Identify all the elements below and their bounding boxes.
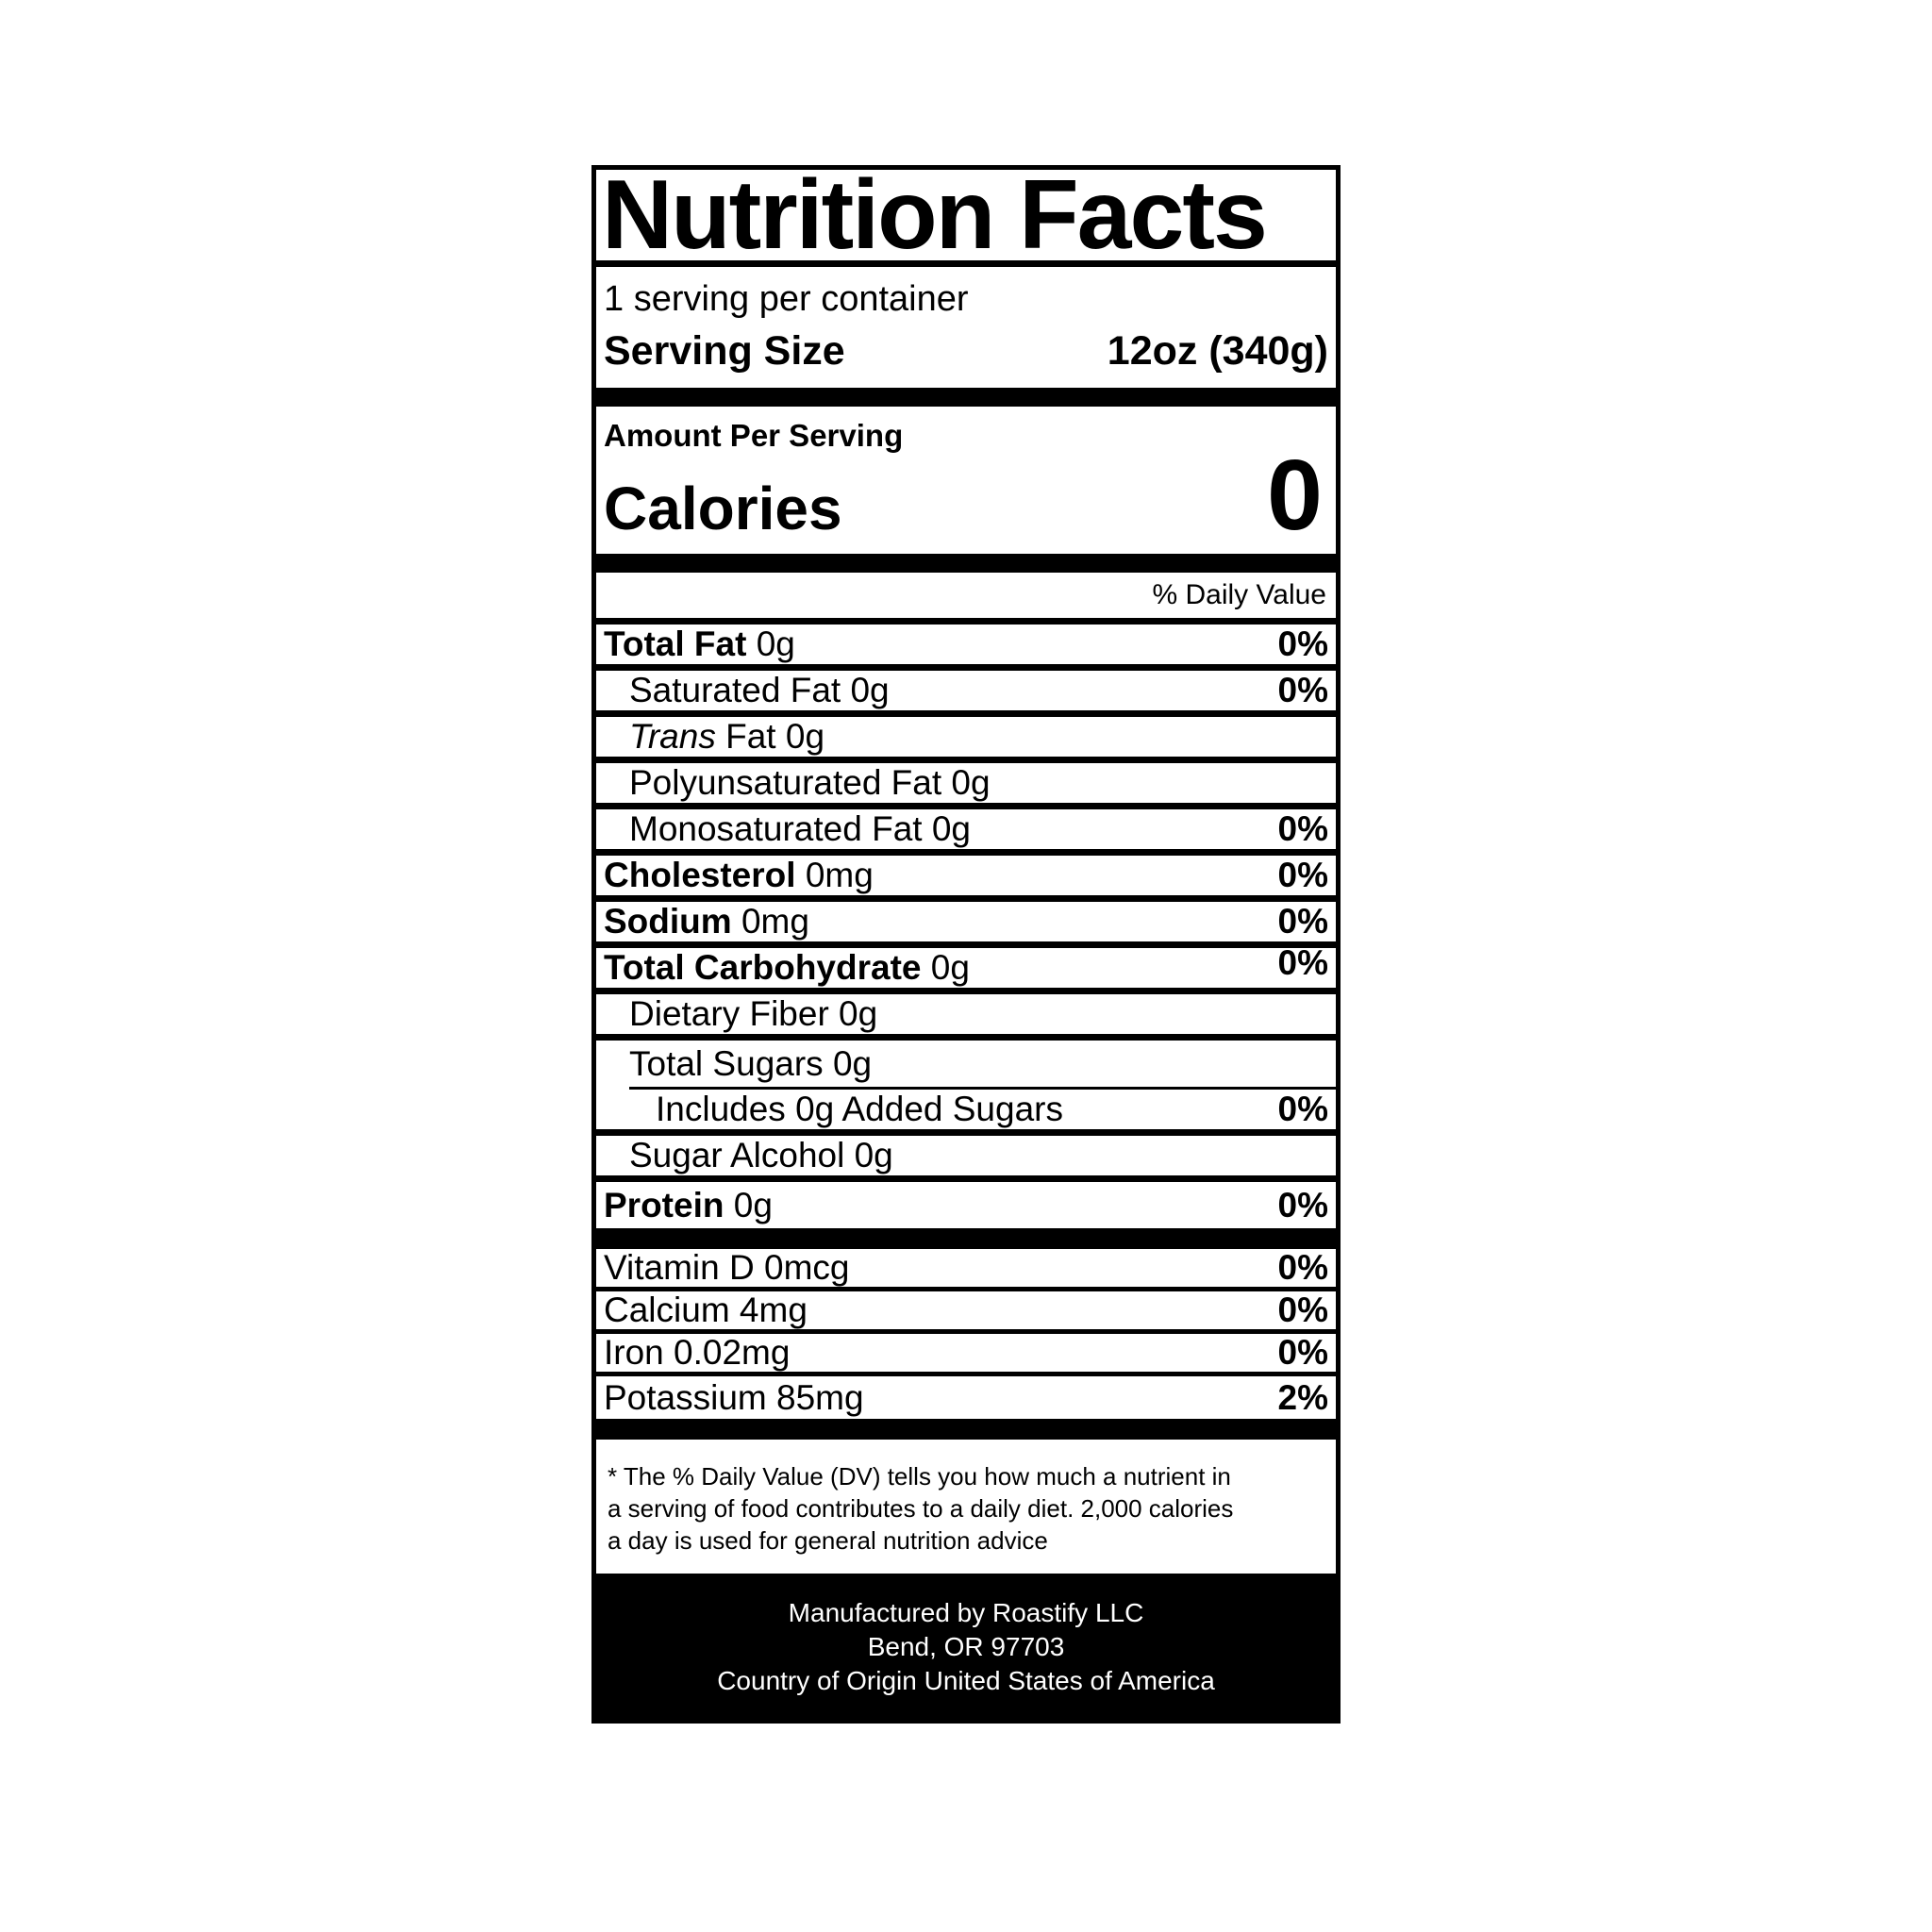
- nutrient-row: Protein 0g 0%: [596, 1182, 1336, 1228]
- label-title: Nutrition Facts: [602, 170, 1268, 267]
- serving-size-label: Serving Size: [604, 328, 845, 374]
- divider-bar: [596, 388, 1336, 407]
- serving-size-row: Serving Size 12oz (340g): [604, 324, 1328, 378]
- serving-size-value: 12oz (340g): [1107, 328, 1328, 374]
- footer-line: Country of Origin United States of Ameri…: [717, 1666, 1215, 1695]
- nutrient-row: Dietary Fiber 0g: [596, 994, 1336, 1041]
- nutrient-row: Sugar Alcohol 0g: [596, 1136, 1336, 1182]
- nutrient-name: Monosaturated Fat 0g: [629, 809, 971, 848]
- footer-line: Manufactured by Roastify LLC: [788, 1598, 1144, 1627]
- nutrient-daily-value: 0%: [1277, 625, 1328, 663]
- calories-row: Calories 0: [604, 440, 1328, 551]
- nutrient-name: Total Fat 0g: [604, 625, 795, 663]
- calories-value: 0: [1267, 440, 1323, 551]
- nutrient-row: Total Carbohydrate 0g 0%: [596, 943, 1336, 994]
- nutrient-daily-value: 0%: [1277, 943, 1328, 982]
- nutrient-daily-value: 0%: [1277, 1248, 1328, 1287]
- nutrient-row: Total Sugars 0g: [596, 1041, 1336, 1087]
- nutrient-daily-value: 0%: [1277, 1291, 1328, 1329]
- nutrient-daily-value: 0%: [1277, 856, 1328, 894]
- nutrient-name: Vitamin D 0mcg: [604, 1248, 850, 1287]
- divider-bar: [596, 1419, 1336, 1440]
- nutrient-name: Includes 0g Added Sugars: [656, 1090, 1063, 1128]
- manufacturer-footer: Manufactured by Roastify LLC Bend, OR 977…: [596, 1574, 1336, 1719]
- serving-section: 1 serving per container Serving Size 12o…: [596, 267, 1336, 388]
- nutrient-row: Saturated Fat 0g 0%: [596, 671, 1336, 717]
- thin-indented-divider: [629, 1087, 1336, 1090]
- nutrient-row: Polyunsaturated Fat 0g: [596, 763, 1336, 809]
- nutrient-row: Calcium 4mg 0%: [596, 1291, 1336, 1334]
- nutrient-row: Potassium 85mg 2%: [596, 1376, 1336, 1419]
- footer-line: Bend, OR 97703: [867, 1632, 1065, 1661]
- nutrient-row: Sodium 0mg 0%: [596, 902, 1336, 948]
- nutrient-daily-value: 0%: [1277, 1185, 1328, 1224]
- micronutrient-rows: Vitamin D 0mcg 0% Calcium 4mg 0% Iron 0.…: [596, 1249, 1336, 1419]
- nutrient-daily-value: 2%: [1277, 1377, 1328, 1417]
- nutrient-daily-value: 0%: [1277, 671, 1328, 709]
- nutrient-rows: Total Fat 0g 0% Saturated Fat 0g 0% Tran…: [596, 625, 1336, 1228]
- nutrient-name: Iron 0.02mg: [604, 1333, 791, 1372]
- nutrition-label: Nutrition Facts 1 serving per container …: [591, 165, 1341, 1724]
- amount-per-serving-label: Amount Per Serving: [604, 418, 904, 453]
- nutrient-name: Sodium 0mg: [604, 902, 809, 941]
- calories-label: Calories: [604, 475, 842, 542]
- footnote-line: * The % Daily Value (DV) tells you how m…: [608, 1462, 1231, 1491]
- nutrient-row: Iron 0.02mg 0%: [596, 1334, 1336, 1376]
- divider-bar: [596, 554, 1336, 573]
- nutrient-name: Dietary Fiber 0g: [629, 994, 878, 1033]
- nutrient-name: Total Carbohydrate 0g: [604, 948, 970, 987]
- daily-value-header: % Daily Value: [596, 573, 1336, 625]
- nutrient-row: Includes 0g Added Sugars 0%: [596, 1090, 1336, 1136]
- nutrient-daily-value: 0%: [1277, 809, 1328, 848]
- calories-section: Amount Per Serving Calories 0: [596, 407, 1336, 554]
- nutrient-name: Cholesterol 0mg: [604, 856, 874, 894]
- nutrient-name: Polyunsaturated Fat 0g: [629, 763, 991, 802]
- nutrient-name: Potassium 85mg: [604, 1377, 864, 1417]
- nutrient-row: Trans Fat 0g: [596, 717, 1336, 763]
- nutrient-row: Monosaturated Fat 0g 0%: [596, 809, 1336, 856]
- footnote-line: a serving of food contributes to a daily…: [608, 1494, 1234, 1523]
- nutrient-name: Sugar Alcohol 0g: [629, 1136, 893, 1174]
- nutrient-name: Trans Fat 0g: [629, 717, 825, 756]
- nutrient-row: Vitamin D 0mcg 0%: [596, 1249, 1336, 1291]
- daily-value-footnote: * The % Daily Value (DV) tells you how m…: [596, 1440, 1336, 1574]
- nutrient-row: Cholesterol 0mg 0%: [596, 856, 1336, 902]
- label-title-section: Nutrition Facts: [596, 170, 1336, 267]
- nutrient-daily-value: 0%: [1277, 902, 1328, 941]
- nutrient-daily-value: 0%: [1277, 1333, 1328, 1372]
- nutrient-name: Calcium 4mg: [604, 1291, 808, 1329]
- nutrient-daily-value: 0%: [1277, 1090, 1328, 1128]
- divider-bar: [596, 1228, 1336, 1249]
- nutrient-name: Total Sugars 0g: [629, 1043, 873, 1083]
- nutrient-name: Saturated Fat 0g: [629, 671, 890, 709]
- servings-per-container: 1 serving per container: [604, 279, 969, 319]
- nutrient-name: Protein 0g: [604, 1185, 773, 1224]
- nutrient-row: Total Fat 0g 0%: [596, 625, 1336, 671]
- footnote-line: a day is used for general nutrition advi…: [608, 1526, 1048, 1555]
